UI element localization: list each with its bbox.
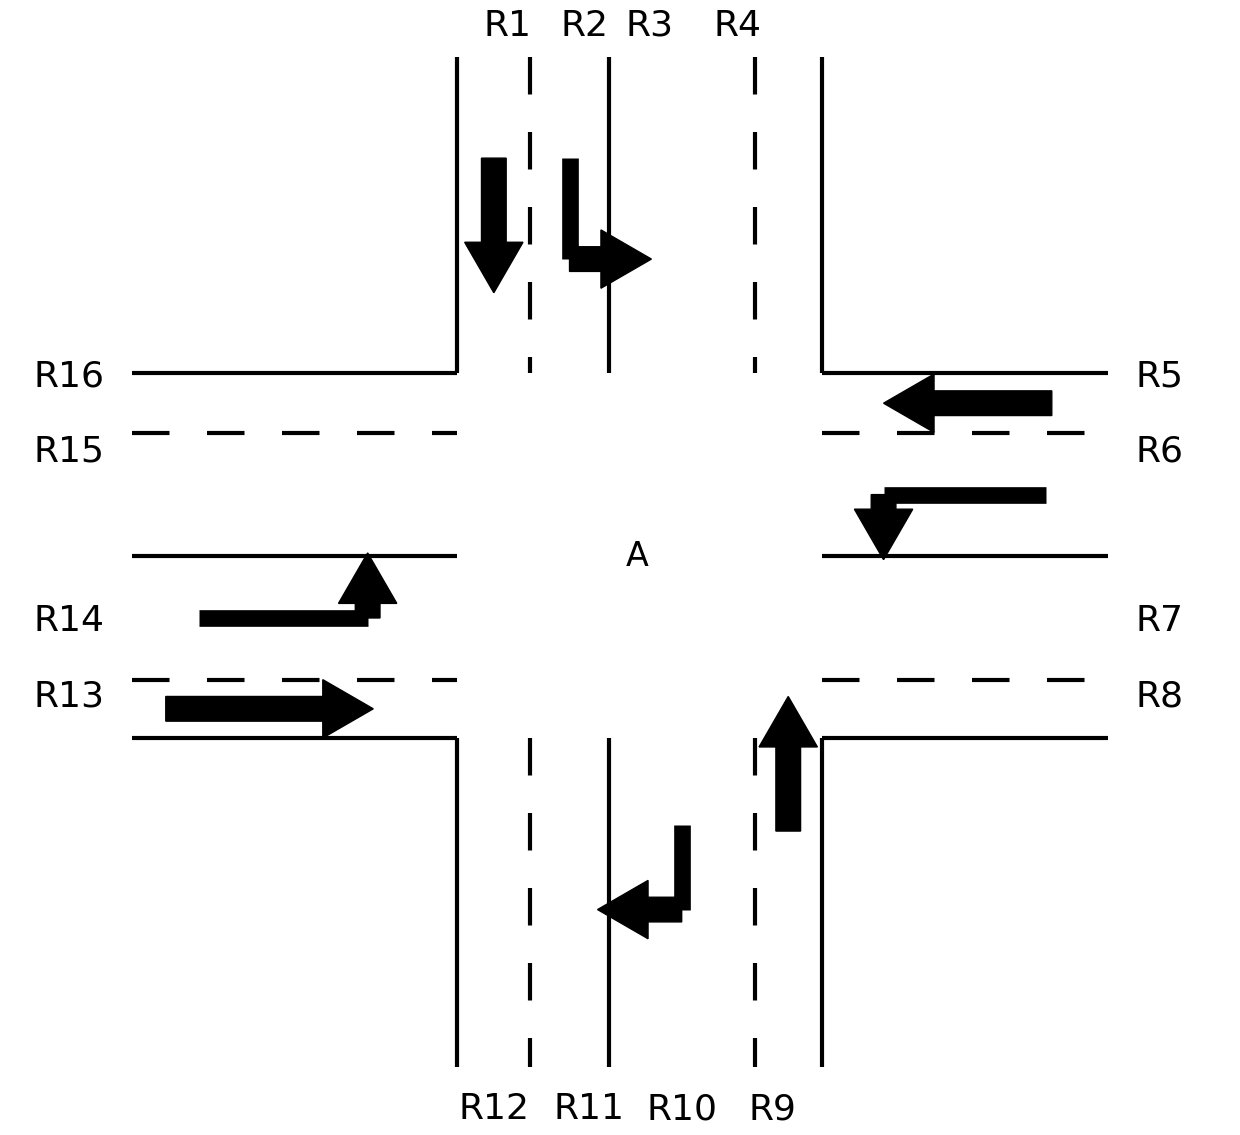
Text: R3: R3 — [625, 9, 673, 43]
FancyArrow shape — [569, 230, 651, 288]
FancyArrow shape — [465, 158, 523, 293]
FancyArrow shape — [884, 375, 1052, 432]
Text: R5: R5 — [1136, 360, 1184, 394]
Text: R6: R6 — [1136, 435, 1184, 469]
FancyArrow shape — [759, 697, 817, 831]
Text: A: A — [625, 540, 649, 573]
Text: R4: R4 — [714, 9, 761, 43]
FancyArrow shape — [854, 495, 913, 560]
Text: R12: R12 — [459, 1092, 529, 1126]
Text: R11: R11 — [553, 1092, 624, 1126]
Text: R13: R13 — [33, 680, 104, 714]
Text: R7: R7 — [1136, 604, 1184, 638]
Text: R1: R1 — [484, 9, 532, 43]
Text: R15: R15 — [33, 435, 104, 469]
Text: R9: R9 — [749, 1092, 796, 1126]
Text: R8: R8 — [1136, 680, 1184, 714]
FancyArrow shape — [598, 881, 682, 939]
Text: R14: R14 — [33, 604, 104, 638]
FancyArrow shape — [166, 680, 373, 738]
Text: R10: R10 — [646, 1092, 717, 1126]
Text: R2: R2 — [560, 9, 608, 43]
FancyArrow shape — [339, 553, 397, 617]
Text: R16: R16 — [33, 360, 104, 394]
